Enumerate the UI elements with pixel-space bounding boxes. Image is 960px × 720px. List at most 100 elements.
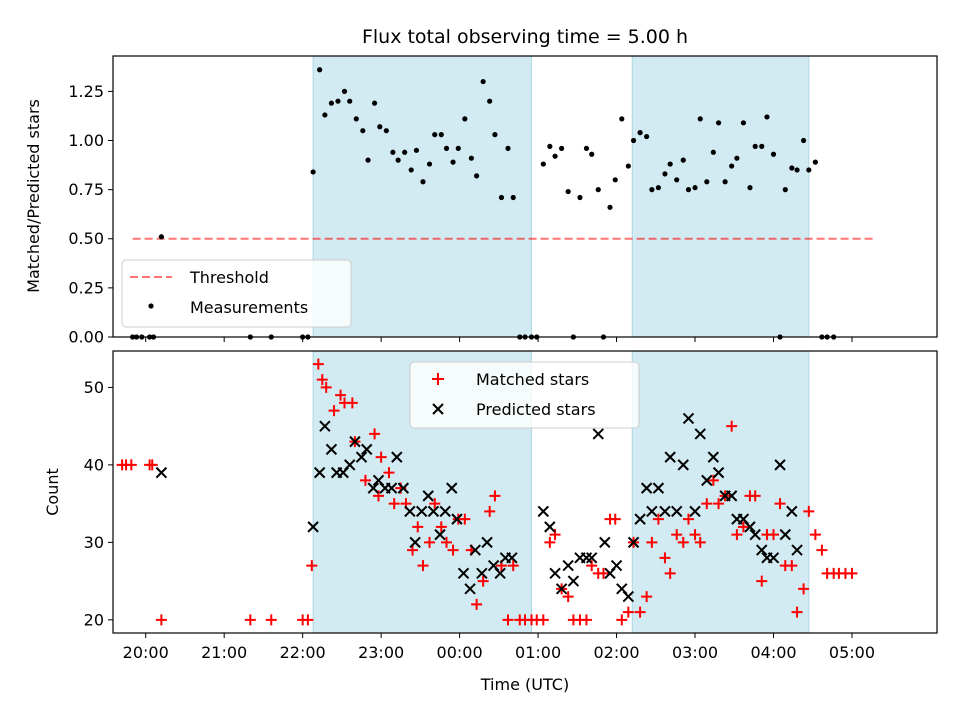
matched-star-marker [407,544,419,556]
measurement-point [360,128,366,134]
matched-star-marker [244,614,256,626]
predicted-star-marker [774,459,786,471]
predicted-star-marker [599,536,611,549]
legend-threshold-label: Threshold [189,268,269,287]
count-x-tick-label: 04:00 [750,643,796,662]
predicted-star-marker [344,459,356,471]
count-y-tick-label: 40 [84,455,104,474]
measurement-point [607,204,613,210]
predicted-star-marker [391,451,403,463]
matched-star-marker [328,405,340,417]
predicted-star-marker [385,482,398,494]
matched-star-marker [652,513,664,525]
count-x-ticks: 20:00 21:00 22:00 23:00 00:00 01:00 02:00 03:00… [123,633,875,662]
predicted-star-marker [610,559,623,572]
matched-star-marker [646,536,658,548]
predicted-star-marker [791,544,803,556]
predicted-star-marker [155,466,168,479]
matched-star-marker [562,591,574,603]
predicted-star-marker [627,536,640,549]
measurement-point [335,98,341,104]
matched-star-marker [502,614,514,626]
count-x-tick-label: 23:00 [358,643,404,662]
measurement-point [612,177,618,183]
matched-star-marker [677,536,689,548]
ratio-y-tick-label: 0.75 [68,180,104,199]
predicted-star-marker [659,505,671,518]
matched-star-marker [737,521,749,533]
matched-star-marker [846,567,858,579]
predicted-star-marker [749,528,761,541]
ratio-legend: Threshold Measurements [121,259,352,328]
predicted-star-marker [325,443,338,456]
matched-star-marker [388,498,400,510]
matched-star-marker [471,598,483,610]
measurement-point [747,185,753,191]
matched-star-marker [417,560,429,572]
matched-star-marker [786,560,798,572]
predicted-star-marker [701,474,713,487]
measurement-point [630,137,637,144]
predicted-star-marker [367,482,379,494]
legend-predicted-label: Predicted stars [476,400,596,419]
predicted-star-marker [469,544,482,556]
predicted-star-marker [476,567,488,580]
matched-star-marker [713,498,725,510]
matched-star-marker [441,536,453,548]
matched-star-marker [320,381,332,393]
measurement-point [505,145,511,151]
count-y-tick-label: 30 [84,533,104,552]
predicted-star-marker [767,552,780,564]
predicted-star-marker [404,505,416,518]
matched-star-marker [265,614,277,626]
matched-star-marker [726,420,738,432]
matched-star-marker [597,567,609,579]
count-y-ticks: 20 30 40 50 [84,378,113,629]
predicted-star-marker [677,459,689,471]
measurement-point [390,149,396,155]
matched-star-marker [537,614,549,626]
measurement-point [559,145,565,151]
predicted-star-marker [549,567,561,580]
predicted-star-marker [544,521,556,533]
measurement-point [655,185,662,191]
measurement-point [752,143,758,149]
count-y-axis-title: Count [43,468,62,516]
measurement-point [704,179,710,185]
predicted-star-marker [307,521,319,533]
measurement-point [740,120,747,126]
matched-star-marker [664,567,676,579]
matched-star-marker [689,529,701,541]
predicted-star-marker [481,536,493,549]
predicted-star-marker [506,552,518,564]
ratio-shaded-interval [631,55,810,338]
measurement-point [426,161,433,167]
measurement-point [402,149,408,155]
measurement-point [552,153,558,159]
legend-predicted-swatch [432,403,444,415]
matched-star-marker [484,505,496,517]
measurement-point [692,185,698,191]
count-x-axis-title: Time (UTC) [480,675,569,694]
matched-star-marker [682,513,694,525]
matched-star-marker [424,536,436,548]
predicted-star-marker [446,482,458,494]
predicted-star-marker [361,443,373,456]
measurement-point [328,100,335,106]
predicted-star-marker [457,567,470,580]
ratio-y-tick-label: 1.00 [68,131,104,150]
measurement-point [432,132,438,138]
measurement-point [759,143,765,149]
predicted-star-marker [622,590,635,603]
measurement-point [322,112,328,118]
count-legend: Matched stars Predicted stars [409,361,640,429]
measurement-point [734,155,740,161]
measurement-point [806,167,812,173]
predicted-star-marker [756,544,768,556]
matched-star-marker [803,505,815,517]
measurement-points [130,67,837,340]
legend-measurements-label: Measurements [190,298,308,317]
measurement-point [341,88,348,94]
count-x-tick-label: 00:00 [437,643,483,662]
